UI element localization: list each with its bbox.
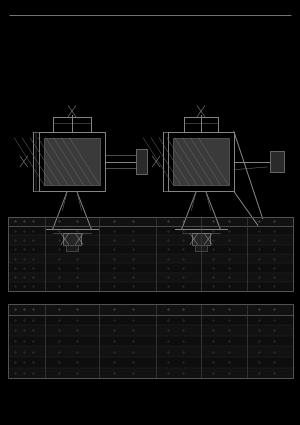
Bar [44,138,100,185]
Bar [8,304,292,314]
Bar [168,132,234,191]
Bar [8,336,292,346]
Bar [8,325,292,336]
Bar [66,245,78,251]
Bar [39,132,105,191]
Bar [8,245,292,254]
Bar [8,357,292,368]
Bar [8,226,292,235]
Bar [8,282,292,291]
Bar [8,272,292,282]
Bar [8,217,292,291]
Bar [63,233,81,245]
Bar [8,217,292,291]
Bar [8,304,292,378]
Bar [8,235,292,245]
Bar [173,138,229,185]
Bar [8,263,292,272]
Bar [8,304,292,378]
Bar [8,346,292,357]
Bar [8,254,292,263]
Bar [8,217,292,226]
Bar [192,233,210,245]
Bar [195,245,207,251]
Bar [8,314,292,325]
Bar [136,149,147,174]
Bar [8,368,292,378]
Bar [270,151,284,172]
